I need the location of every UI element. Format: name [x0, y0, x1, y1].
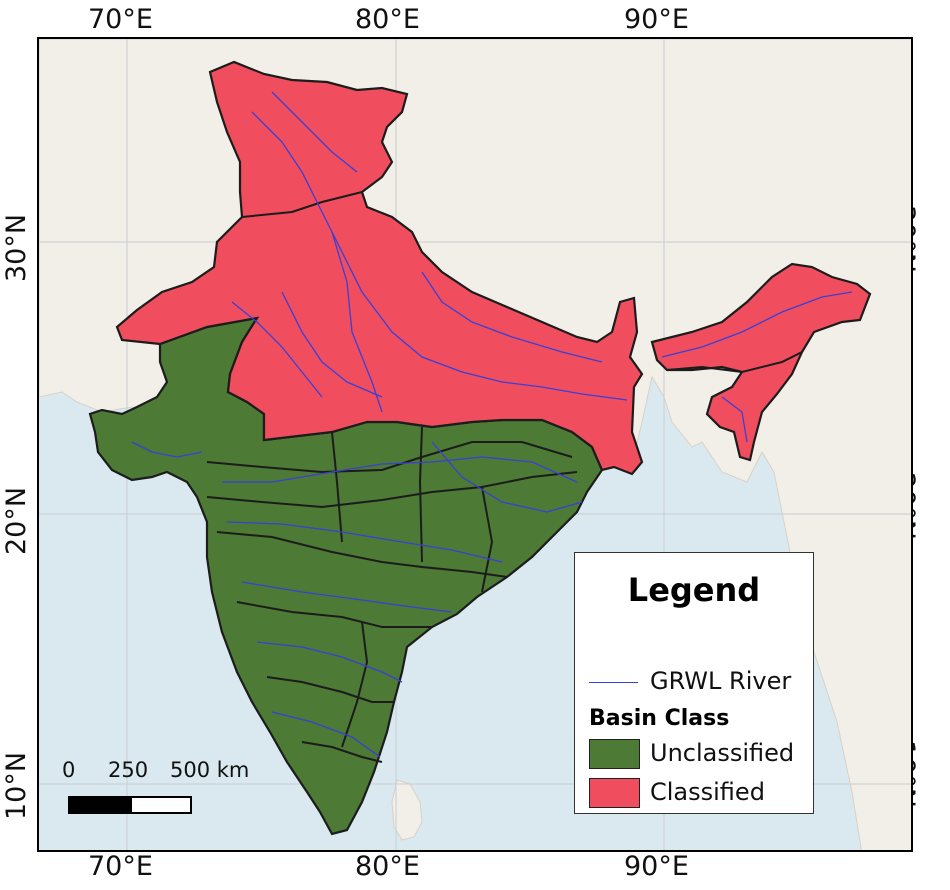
scale-label-0: 0	[62, 758, 76, 782]
unclassified-label: Unclassified	[650, 739, 795, 767]
bottom-lon-label-90: 90°E	[624, 851, 689, 882]
classified-basins-north	[115, 60, 644, 476]
bottom-lon-label-80: 80°E	[355, 851, 420, 882]
scale-label-500: 500 km	[170, 758, 250, 782]
scale-bar-black-segment	[68, 796, 132, 814]
river-legend-label: GRWL River	[650, 667, 792, 695]
legend-title: Legend	[627, 571, 761, 609]
scale-label-250: 250	[108, 758, 149, 782]
top-lon-label-80: 80°E	[355, 4, 420, 35]
basin-class-heading: Basin Class	[589, 706, 730, 731]
top-lon-label-70: 70°E	[88, 4, 153, 35]
left-lat-label-10: 10°N	[1, 751, 32, 820]
left-lat-label-20: 20°N	[1, 486, 32, 555]
legend-box: Legend GRWL River Basin Class Unclassifi…	[574, 552, 814, 814]
sri-lanka	[391, 779, 423, 841]
river-legend-symbol	[589, 682, 638, 683]
top-lon-label-90: 90°E	[624, 4, 689, 35]
left-lat-label-30: 30°N	[1, 213, 32, 282]
basin-boundaries	[206, 191, 803, 763]
classified-swatch	[589, 778, 640, 808]
classified-label: Classified	[650, 778, 765, 806]
bottom-lon-label-70: 70°E	[88, 851, 153, 882]
river-network	[131, 91, 853, 758]
scale-bar-white-segment	[130, 796, 192, 814]
unclassified-swatch	[589, 739, 640, 769]
